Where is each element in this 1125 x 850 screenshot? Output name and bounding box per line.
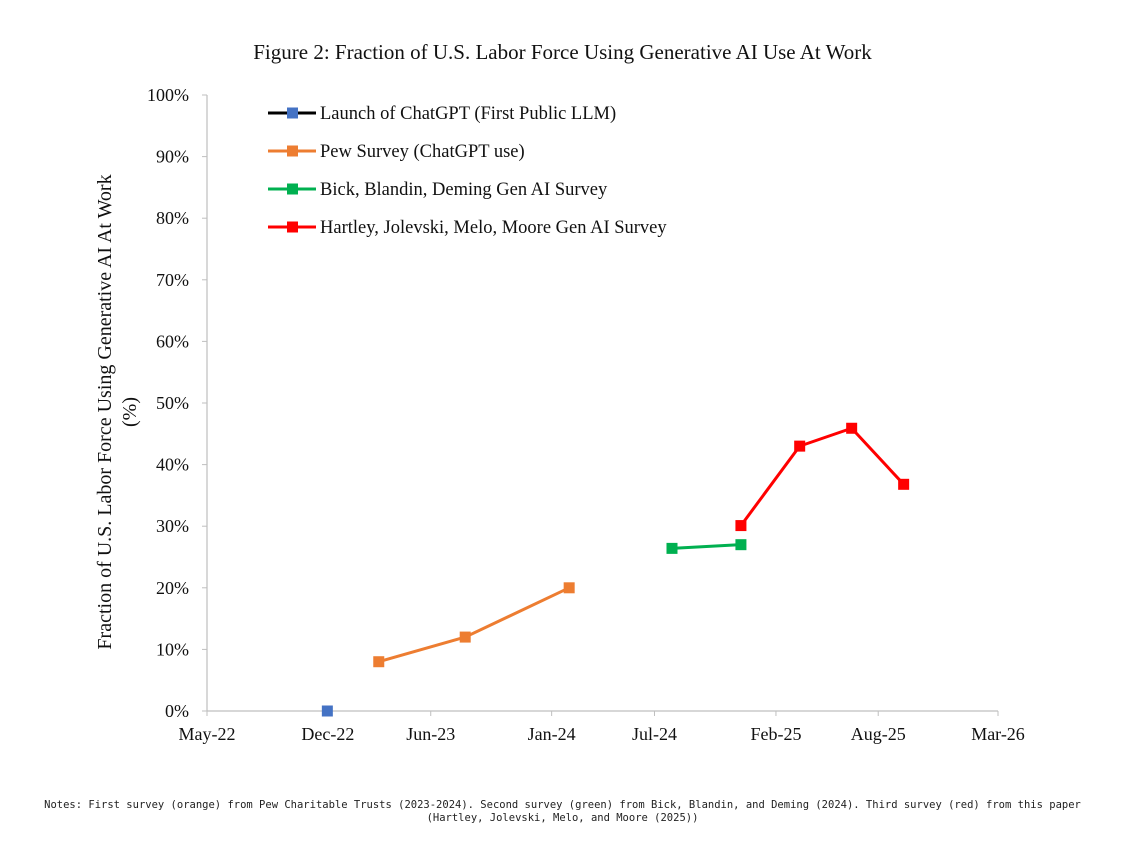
data-point [666, 542, 678, 554]
legend-item: Bick, Blandin, Deming Gen AI Survey [268, 180, 608, 200]
y-tick-label: 20% [156, 578, 189, 598]
data-point [794, 440, 806, 452]
legend-marker [287, 145, 298, 157]
x-tick-label: Mar-26 [971, 724, 1025, 744]
y-tick-label: 50% [156, 393, 189, 413]
x-tick-label: May-22 [179, 724, 236, 744]
y-tick-label: 10% [156, 639, 189, 659]
series-2 [373, 582, 575, 668]
legend-item: Hartley, Jolevski, Melo, Moore Gen AI Su… [268, 218, 667, 238]
y-axis-unit: (%) [119, 397, 141, 427]
y-axis-title: Fraction of U.S. Labor Force Using Gener… [94, 174, 116, 649]
data-point [898, 478, 910, 490]
legend-label: Launch of ChatGPT (First Public LLM) [320, 104, 616, 124]
figure-title: Figure 2: Fraction of U.S. Labor Force U… [253, 40, 872, 64]
x-tick-label: Feb-25 [750, 724, 801, 744]
x-tick-label: Jan-24 [528, 724, 576, 744]
y-tick-label: 60% [156, 331, 189, 351]
figure-notes: Notes: First survey (orange) from Pew Ch… [44, 799, 1081, 824]
y-tick-label: 70% [156, 270, 189, 290]
y-tick-label: 30% [156, 516, 189, 536]
chart-series [321, 422, 910, 717]
data-point [321, 705, 333, 717]
legend-label: Pew Survey (ChatGPT use) [320, 142, 525, 162]
legend-label: Bick, Blandin, Deming Gen AI Survey [320, 180, 608, 200]
data-point [459, 631, 471, 643]
data-point [373, 656, 385, 668]
legend-item: Pew Survey (ChatGPT use) [268, 142, 525, 162]
y-tick-label: 40% [156, 455, 189, 475]
y-tick-label: 90% [156, 147, 189, 167]
series-line [739, 426, 905, 527]
x-tick-label: Dec-22 [301, 724, 354, 744]
series-line [378, 586, 570, 664]
chart-legend: Launch of ChatGPT (First Public LLM) Pew … [268, 104, 667, 238]
y-tick-label: 100% [147, 85, 189, 105]
series-1 [321, 705, 333, 717]
y-tick-label: 80% [156, 208, 189, 228]
data-point [735, 539, 747, 551]
y-tick-label: 0% [165, 701, 189, 721]
series-line [671, 543, 742, 550]
legend-marker [287, 107, 298, 119]
data-point [846, 422, 858, 434]
legend-marker [287, 221, 298, 233]
x-tick-label: Jul-24 [632, 724, 677, 744]
line-chart: 0% 10% 20% 30% 40% 50% 60% 70% 80% 90% 100% May-22 D… [94, 85, 1025, 744]
legend-label: Hartley, Jolevski, Melo, Moore Gen AI Su… [320, 218, 667, 238]
legend-item: Launch of ChatGPT (First Public LLM) [268, 104, 616, 124]
series-4 [735, 422, 910, 532]
data-point [563, 582, 575, 594]
series-3 [666, 539, 747, 554]
x-tick-label: Jun-23 [406, 724, 455, 744]
chart-axes: 0% 10% 20% 30% 40% 50% 60% 70% 80% 90% 100% May-22 D… [94, 85, 1025, 744]
x-tick-label: Aug-25 [851, 724, 906, 744]
legend-marker [287, 183, 298, 195]
data-point [735, 520, 747, 532]
